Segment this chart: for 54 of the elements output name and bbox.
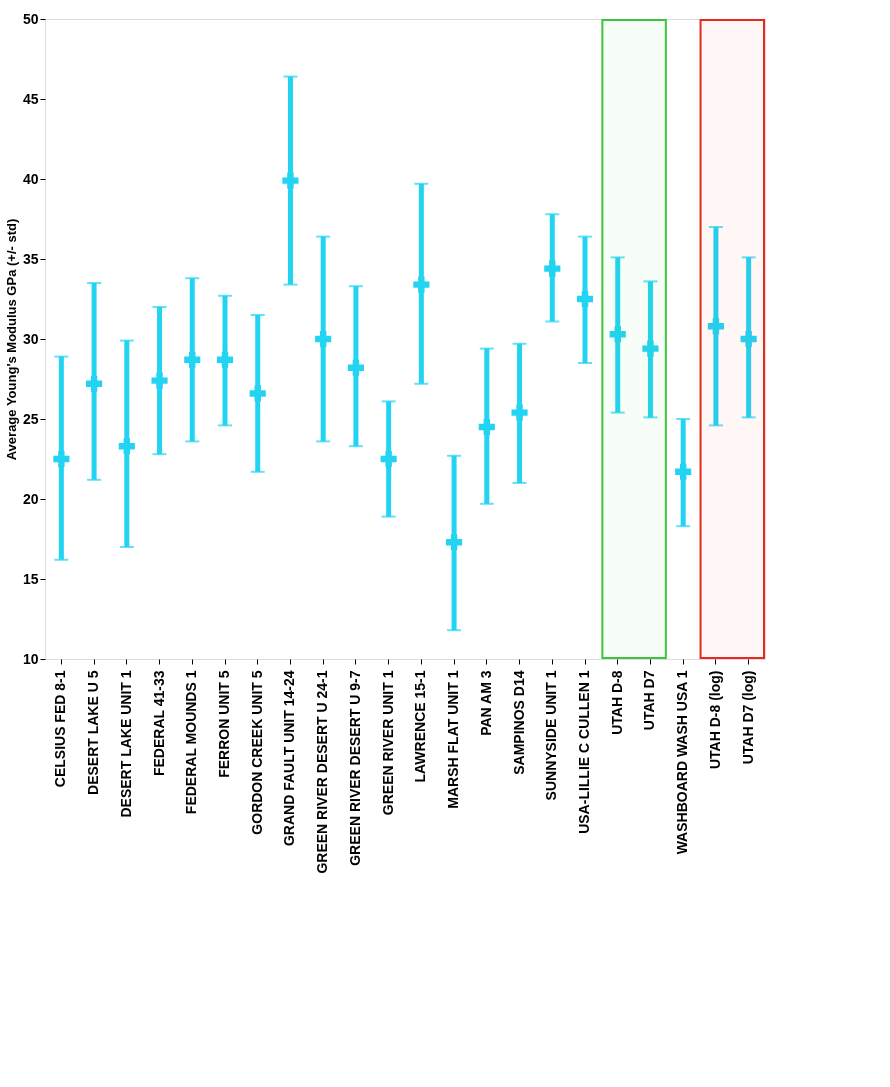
y-tick-label: 40 <box>22 170 39 187</box>
x-tick-label: PAN AM 3 <box>477 670 494 736</box>
point <box>642 340 659 357</box>
point <box>315 330 332 348</box>
x-tick-label: SAMPINOS D14 <box>510 670 527 775</box>
point <box>413 276 430 293</box>
x-tick-label: USA-LILLIE C CULLEN 1 <box>576 670 592 834</box>
x-tick-label: UTAH D7 (log) <box>739 670 756 765</box>
y-tick-label: 15 <box>22 570 39 587</box>
x-tick-label: FEDERAL MOUNDS 1 <box>183 670 200 815</box>
x-tick-label: UTAH D7 <box>641 670 658 731</box>
x-tick-label: UTAH D-8 <box>608 670 625 735</box>
y-tick-label: 50 <box>22 10 39 27</box>
point <box>53 450 70 468</box>
x-tick-label: GORDON CREEK UNIT 5 <box>248 670 265 835</box>
y-tick-label: 20 <box>22 490 39 507</box>
x-tick-label: GREEN RIVER DESERT U 9-7 <box>346 670 363 866</box>
x-tick-label: MARSH FLAT UNIT 1 <box>445 670 462 809</box>
point <box>576 290 594 308</box>
y-tick-label: 10 <box>22 650 39 667</box>
x-tick-label: WASHBOARD WASH USA 1 <box>674 670 691 855</box>
x-tick-label: FERRON UNIT 5 <box>216 670 232 778</box>
y-tick-label: 35 <box>22 250 39 267</box>
point <box>86 375 103 392</box>
point <box>151 372 168 389</box>
y-tick-label: 45 <box>22 90 39 107</box>
y-tick-label: 30 <box>22 330 39 347</box>
point <box>478 418 495 436</box>
x-tick-label: DESERT LAKE U 5 <box>85 670 102 795</box>
x-tick-label: CELSIUS FED 8-1 <box>52 670 69 788</box>
x-tick-label: FEDERAL 41-33 <box>150 670 167 777</box>
point <box>740 330 757 348</box>
x-tick-label: UTAH D-8 (log) <box>706 670 723 769</box>
x-tick-label: LAWRENCE 15-1 <box>412 670 429 783</box>
point <box>347 359 364 376</box>
point <box>216 351 234 368</box>
x-tick-label: GREEN RIVER DESERT U 24-1 <box>314 670 331 874</box>
x-tick-label: GRAND FAULT UNIT 14-24 <box>281 670 298 847</box>
x-tick-label: DESERT LAKE UNIT 1 <box>117 670 134 818</box>
point <box>609 326 626 343</box>
point <box>511 404 528 421</box>
point <box>282 172 299 189</box>
point <box>707 318 724 335</box>
point <box>184 351 201 368</box>
point <box>446 534 463 551</box>
point <box>675 463 692 480</box>
point <box>544 260 561 277</box>
y-axis-title: Average Young's Modulus GPa (+/- std) <box>3 218 19 461</box>
point <box>118 438 135 455</box>
x-tick-label: GREEN RIVER UNIT 1 <box>379 670 396 816</box>
x-tick-label: SUNNYSIDE UNIT 1 <box>543 670 560 801</box>
point <box>249 385 266 402</box>
point <box>380 450 397 468</box>
y-tick-label: 25 <box>22 410 39 427</box>
